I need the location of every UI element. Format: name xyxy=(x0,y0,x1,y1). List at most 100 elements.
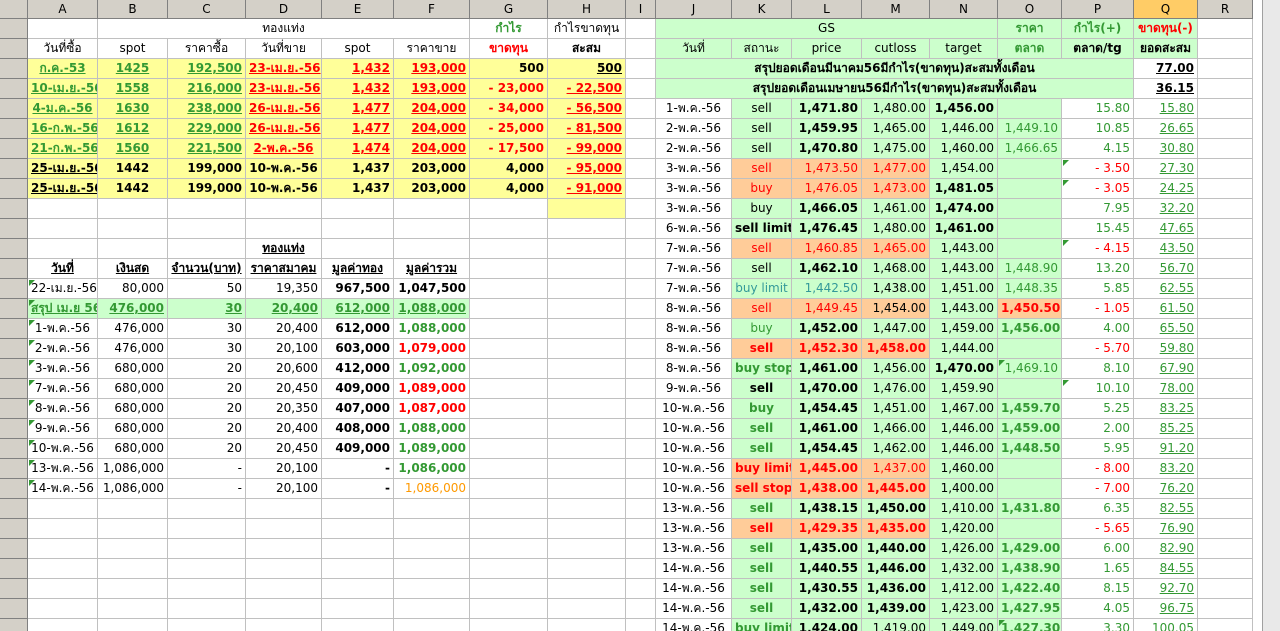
cell-h13[interactable] xyxy=(548,259,626,279)
cell-r17[interactable] xyxy=(1198,339,1253,359)
cell-e31[interactable] xyxy=(322,619,394,631)
row-header-20[interactable] xyxy=(0,399,28,419)
cell-a11[interactable] xyxy=(28,219,98,239)
cell-d29[interactable] xyxy=(246,579,322,599)
cell-r12[interactable] xyxy=(1198,239,1253,259)
cell-a28[interactable] xyxy=(28,559,98,579)
cell-d25[interactable] xyxy=(246,499,322,519)
column-header-r[interactable]: R xyxy=(1198,0,1253,19)
cell-i29[interactable] xyxy=(626,579,656,599)
cell-r16[interactable] xyxy=(1198,319,1253,339)
cell-e29[interactable] xyxy=(322,579,394,599)
column-header-i[interactable]: I xyxy=(626,0,656,19)
cell-i25[interactable] xyxy=(626,499,656,519)
cell-b28[interactable] xyxy=(98,559,168,579)
cell-i13[interactable] xyxy=(626,259,656,279)
column-header-o[interactable]: O xyxy=(998,0,1062,19)
cell-i3[interactable] xyxy=(626,59,656,79)
cell-a1[interactable] xyxy=(28,19,98,39)
cell-r18[interactable] xyxy=(1198,359,1253,379)
cell-o11[interactable] xyxy=(998,219,1062,239)
cell-f29[interactable] xyxy=(394,579,470,599)
cell-h25[interactable] xyxy=(548,499,626,519)
cell-r10[interactable] xyxy=(1198,199,1253,219)
column-header-k[interactable]: K xyxy=(732,0,792,19)
cell-i27[interactable] xyxy=(626,539,656,559)
cell-i31[interactable] xyxy=(626,619,656,631)
row-header-6[interactable] xyxy=(0,119,28,139)
column-header-d[interactable]: D xyxy=(246,0,322,19)
cell-r6[interactable] xyxy=(1198,119,1253,139)
cell-i1[interactable] xyxy=(626,19,656,39)
cell-f26[interactable] xyxy=(394,519,470,539)
cell-i18[interactable] xyxy=(626,359,656,379)
row-header-4[interactable] xyxy=(0,79,28,99)
cell-a31[interactable] xyxy=(28,619,98,631)
column-header-f[interactable]: F xyxy=(394,0,470,19)
cell-r9[interactable] xyxy=(1198,179,1253,199)
cell-r22[interactable] xyxy=(1198,439,1253,459)
row-header-13[interactable] xyxy=(0,259,28,279)
cell-b27[interactable] xyxy=(98,539,168,559)
cell-h19[interactable] xyxy=(548,379,626,399)
cell-c12[interactable] xyxy=(168,239,246,259)
cell-i16[interactable] xyxy=(626,319,656,339)
cell-f12[interactable] xyxy=(394,239,470,259)
cell-g14[interactable] xyxy=(470,279,548,299)
cell-i23[interactable] xyxy=(626,459,656,479)
cell-g19[interactable] xyxy=(470,379,548,399)
select-all-corner[interactable] xyxy=(0,0,28,19)
cell-i14[interactable] xyxy=(626,279,656,299)
cell-g29[interactable] xyxy=(470,579,548,599)
cell-o24[interactable] xyxy=(998,479,1062,499)
cell-a26[interactable] xyxy=(28,519,98,539)
cell-g24[interactable] xyxy=(470,479,548,499)
cell-i8[interactable] xyxy=(626,159,656,179)
column-header-b[interactable]: B xyxy=(98,0,168,19)
cell-h26[interactable] xyxy=(548,519,626,539)
cell-r26[interactable] xyxy=(1198,519,1253,539)
cell-f11[interactable] xyxy=(394,219,470,239)
column-header-l[interactable]: L xyxy=(792,0,862,19)
row-header-26[interactable] xyxy=(0,519,28,539)
cell-h17[interactable] xyxy=(548,339,626,359)
cell-h12[interactable] xyxy=(548,239,626,259)
cell-g13[interactable] xyxy=(470,259,548,279)
cell-f30[interactable] xyxy=(394,599,470,619)
row-header-12[interactable] xyxy=(0,239,28,259)
cell-h28[interactable] xyxy=(548,559,626,579)
cell-r24[interactable] xyxy=(1198,479,1253,499)
cell-r31[interactable] xyxy=(1198,619,1253,631)
cell-b31[interactable] xyxy=(98,619,168,631)
cell-h29[interactable] xyxy=(548,579,626,599)
cell-h21[interactable] xyxy=(548,419,626,439)
cell-d30[interactable] xyxy=(246,599,322,619)
row-header-25[interactable] xyxy=(0,499,28,519)
cell-d26[interactable] xyxy=(246,519,322,539)
cell-r4[interactable] xyxy=(1198,79,1253,99)
row-header-15[interactable] xyxy=(0,299,28,319)
cell-h16[interactable] xyxy=(548,319,626,339)
cell-c31[interactable] xyxy=(168,619,246,631)
cell-r19[interactable] xyxy=(1198,379,1253,399)
column-header-n[interactable]: N xyxy=(930,0,998,19)
cell-c25[interactable] xyxy=(168,499,246,519)
cell-r15[interactable] xyxy=(1198,299,1253,319)
cell-i12[interactable] xyxy=(626,239,656,259)
cell-o10[interactable] xyxy=(998,199,1062,219)
cell-i7[interactable] xyxy=(626,139,656,159)
cell-i24[interactable] xyxy=(626,479,656,499)
row-header-19[interactable] xyxy=(0,379,28,399)
cell-a12[interactable] xyxy=(28,239,98,259)
cell-r14[interactable] xyxy=(1198,279,1253,299)
cell-o5[interactable] xyxy=(998,99,1062,119)
row-header-31[interactable] xyxy=(0,619,28,631)
cell-i26[interactable] xyxy=(626,519,656,539)
row-header-2[interactable] xyxy=(0,39,28,59)
row-header-29[interactable] xyxy=(0,579,28,599)
cell-r7[interactable] xyxy=(1198,139,1253,159)
cell-f10[interactable] xyxy=(394,199,470,219)
cell-h20[interactable] xyxy=(548,399,626,419)
cell-d31[interactable] xyxy=(246,619,322,631)
